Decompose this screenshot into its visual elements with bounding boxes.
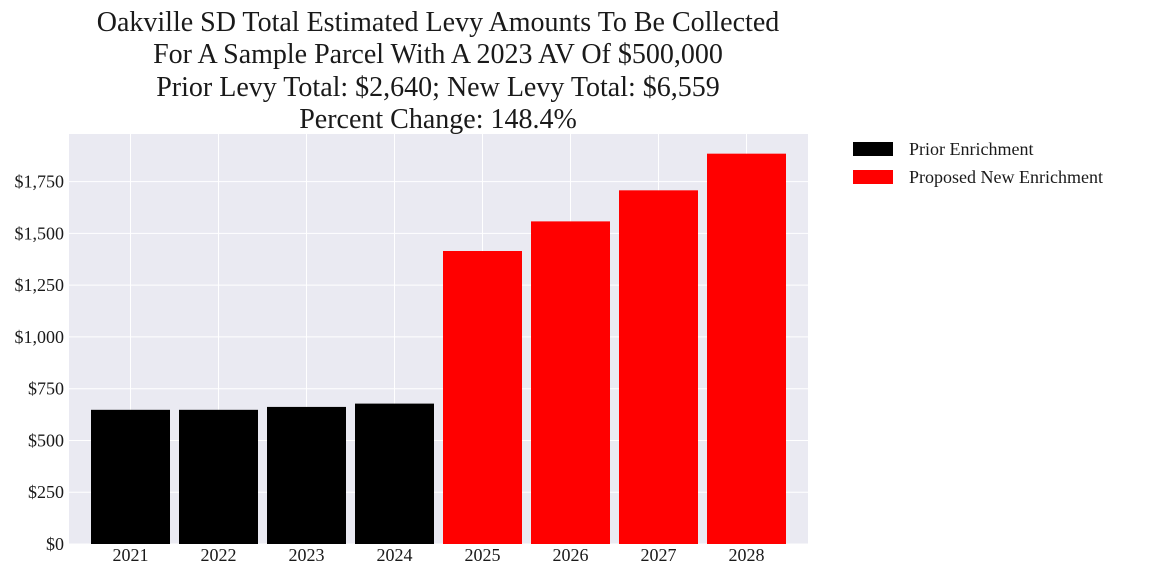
legend-label: Proposed New Enrichment bbox=[909, 167, 1103, 187]
x-axis-ticks: 2021 2022 2023 2024 2025 2026 2027 2028 bbox=[113, 545, 765, 565]
x-tick-label: 2024 bbox=[377, 545, 413, 565]
x-tick-label: 2025 bbox=[465, 545, 501, 565]
legend-label: Prior Enrichment bbox=[909, 139, 1033, 159]
bar-2021 bbox=[91, 409, 170, 544]
bar-2025 bbox=[443, 250, 522, 545]
x-tick-label: 2028 bbox=[729, 545, 765, 565]
y-tick-label: $750 bbox=[28, 379, 64, 399]
bar-2027 bbox=[619, 190, 698, 544]
y-tick-label: $1,750 bbox=[15, 172, 65, 192]
title-line-1: Oakville SD Total Estimated Levy Amounts… bbox=[97, 7, 780, 38]
y-tick-label: $1,000 bbox=[15, 327, 65, 347]
title-line-3: Prior Levy Total: $2,640; New Levy Total… bbox=[156, 72, 720, 103]
y-tick-label: $500 bbox=[28, 430, 64, 450]
y-tick-label: $1,250 bbox=[15, 275, 65, 295]
bar-2028 bbox=[707, 153, 786, 544]
bar-2023 bbox=[267, 406, 346, 544]
y-tick-label: $250 bbox=[28, 482, 64, 502]
y-axis-ticks: $0 $250 $500 $750 $1,000 $1,250 $1,500 $1,750 bbox=[15, 172, 65, 554]
legend-swatch bbox=[853, 170, 893, 184]
title-line-2: For A Sample Parcel With A 2023 AV Of $5… bbox=[153, 39, 723, 70]
x-tick-label: 2026 bbox=[553, 545, 589, 565]
x-tick-label: 2022 bbox=[201, 545, 237, 565]
legend: Prior Enrichment Proposed New Enrichment bbox=[853, 139, 1103, 187]
x-tick-label: 2027 bbox=[641, 545, 677, 565]
bar-2022 bbox=[179, 409, 258, 544]
chart-title: Oakville SD Total Estimated Levy Amounts… bbox=[97, 7, 780, 135]
bar-2024 bbox=[355, 403, 434, 544]
x-tick-label: 2023 bbox=[289, 545, 325, 565]
bar-2026 bbox=[531, 221, 610, 544]
legend-swatch bbox=[853, 142, 893, 156]
x-tick-label: 2021 bbox=[113, 545, 149, 565]
y-tick-label: $0 bbox=[46, 534, 64, 554]
y-tick-label: $1,500 bbox=[15, 223, 65, 243]
title-line-4: Percent Change: 148.4% bbox=[299, 104, 577, 135]
bars bbox=[91, 153, 786, 545]
